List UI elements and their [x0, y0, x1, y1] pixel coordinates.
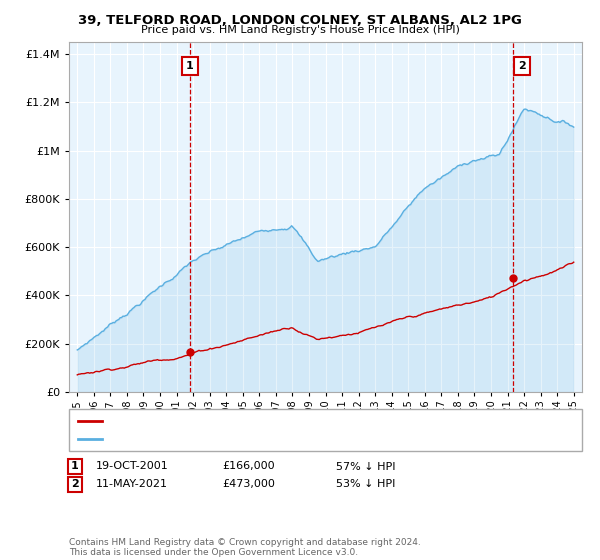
- Text: 2: 2: [71, 479, 79, 489]
- Text: £473,000: £473,000: [222, 479, 275, 489]
- Text: 57% ↓ HPI: 57% ↓ HPI: [336, 461, 395, 472]
- Text: 1: 1: [186, 61, 194, 71]
- Text: 19-OCT-2001: 19-OCT-2001: [96, 461, 169, 472]
- Text: 53% ↓ HPI: 53% ↓ HPI: [336, 479, 395, 489]
- Text: 1: 1: [71, 461, 79, 472]
- Text: Price paid vs. HM Land Registry's House Price Index (HPI): Price paid vs. HM Land Registry's House …: [140, 25, 460, 35]
- Text: Contains HM Land Registry data © Crown copyright and database right 2024.
This d: Contains HM Land Registry data © Crown c…: [69, 538, 421, 557]
- Text: 2: 2: [518, 61, 526, 71]
- Text: 11-MAY-2021: 11-MAY-2021: [96, 479, 168, 489]
- Text: HPI: Average price, detached house, St Albans: HPI: Average price, detached house, St A…: [108, 434, 350, 444]
- Text: £166,000: £166,000: [222, 461, 275, 472]
- Text: 39, TELFORD ROAD, LONDON COLNEY, ST ALBANS, AL2 1PG: 39, TELFORD ROAD, LONDON COLNEY, ST ALBA…: [78, 14, 522, 27]
- Text: 39, TELFORD ROAD, LONDON COLNEY, ST ALBANS, AL2 1PG (detached house): 39, TELFORD ROAD, LONDON COLNEY, ST ALBA…: [108, 416, 516, 426]
